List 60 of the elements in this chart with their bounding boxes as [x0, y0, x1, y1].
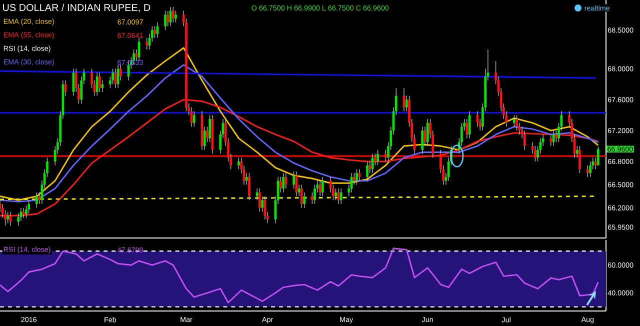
candlestick [358, 168, 361, 182]
candlestick [468, 110, 471, 139]
candlestick [303, 192, 306, 208]
candlestick [311, 192, 314, 204]
candlestick [292, 171, 296, 189]
candlestick [156, 22, 159, 38]
candlestick [119, 64, 122, 81]
candlestick [589, 161, 592, 178]
candlestick [534, 146, 536, 162]
candlestick [550, 134, 552, 146]
candlestick [112, 68, 114, 85]
candlestick [337, 188, 340, 204]
candlestick [261, 196, 264, 212]
candlestick [516, 114, 518, 131]
candlestick [374, 153, 376, 166]
candlestick [38, 192, 41, 204]
candlestick [208, 114, 212, 143]
candlestick [238, 157, 240, 170]
candlestick [206, 126, 208, 143]
candlestick [172, 6, 174, 23]
candlestick [154, 26, 156, 38]
candlestick [245, 172, 248, 186]
candlestick [174, 10, 177, 23]
candlestick [376, 150, 379, 166]
candlestick [405, 95, 408, 112]
candlestick [300, 184, 303, 208]
candlestick [280, 176, 282, 193]
candlestick [98, 72, 101, 92]
candlestick [36, 192, 38, 208]
candlestick [426, 118, 429, 146]
candlestick [524, 130, 526, 150]
candlestick [368, 161, 372, 174]
candlestick [554, 130, 558, 143]
candlestick [146, 38, 148, 50]
candlestick [421, 126, 424, 154]
candlestick [203, 126, 206, 150]
candlestick [282, 172, 285, 193]
candlestick [6, 211, 10, 224]
candlestick [28, 200, 30, 214]
candlestick [513, 114, 516, 128]
candlestick [384, 150, 387, 162]
candlestick [356, 168, 358, 186]
candlestick [314, 184, 316, 204]
candlestick [586, 165, 589, 178]
candlestick [166, 10, 170, 27]
candlestick [578, 146, 581, 174]
candlestick [576, 146, 578, 158]
candlestick [64, 80, 67, 96]
candlestick [256, 188, 258, 200]
candlestick [258, 188, 261, 212]
candlestick [101, 80, 104, 92]
chart-title: US DOLLAR / INDIAN RUPEE, D [3, 4, 150, 12]
candlestick [192, 110, 196, 128]
candlestick [334, 188, 337, 200]
candlestick [366, 161, 368, 182]
candlestick [596, 146, 600, 166]
candlestick [248, 172, 250, 200]
candlestick [322, 176, 324, 197]
candlestick [164, 10, 166, 30]
candlestick [352, 172, 356, 186]
